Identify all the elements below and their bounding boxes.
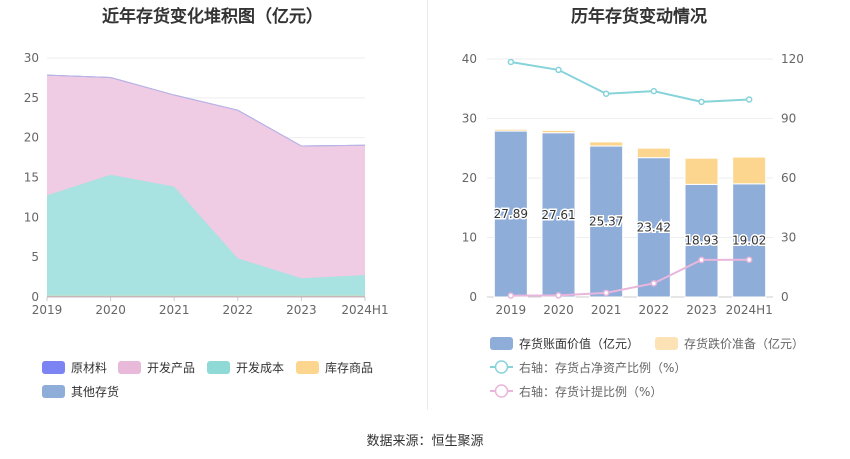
legend-swatch bbox=[207, 361, 230, 374]
y-tick-label: 25 bbox=[24, 91, 39, 105]
y-left-tick-label: 40 bbox=[462, 52, 477, 66]
inventory-bar-line-chart: 0 10 20 30 40 0 30 60 90 120 2019 2020 2021 2022 2023 2… bbox=[462, 52, 804, 399]
y-tick-label: 20 bbox=[24, 131, 39, 145]
y-tick-label: 5 bbox=[31, 250, 39, 264]
bar-impairment bbox=[684, 157, 719, 185]
bar-book-value bbox=[541, 132, 576, 298]
legend-label: 开发产品 bbox=[147, 360, 195, 375]
y-left-tick-label: 0 bbox=[469, 290, 477, 304]
line-point-0 bbox=[698, 98, 705, 106]
line-point-0 bbox=[602, 90, 610, 97]
x-tick-label: 2022 bbox=[639, 303, 670, 317]
y-right-tick-label: 60 bbox=[781, 171, 796, 185]
line-point-0 bbox=[507, 58, 515, 66]
legend-label: 库存商品 bbox=[325, 360, 373, 375]
x-tick-label: 2024H1 bbox=[726, 303, 773, 317]
bar-impairment bbox=[636, 147, 671, 159]
x-tick-label: 2023 bbox=[286, 303, 317, 317]
bar-data-label: 19.02 bbox=[732, 233, 766, 247]
bar-book-value bbox=[493, 130, 528, 298]
legend-label: 右轴：存货计提比例（%） bbox=[519, 384, 662, 399]
legend-swatch bbox=[42, 361, 65, 374]
area-top-outline bbox=[46, 74, 366, 147]
y-tick-label: 15 bbox=[24, 171, 39, 185]
x-tick-label: 2021 bbox=[159, 303, 190, 317]
line-series-1 bbox=[510, 258, 750, 297]
x-tick-label: 2022 bbox=[223, 303, 254, 317]
data-source: 数据来源：恒生聚源 bbox=[366, 434, 484, 449]
line-point-1 bbox=[507, 292, 515, 299]
bar-impairment bbox=[732, 156, 767, 185]
line-point-1 bbox=[650, 280, 658, 287]
line-point-0 bbox=[650, 87, 658, 95]
line-series-0 bbox=[510, 60, 750, 103]
line-point-1 bbox=[555, 292, 562, 299]
area-series-3 bbox=[47, 75, 365, 279]
chart-divider bbox=[427, 0, 428, 410]
line-point-1 bbox=[602, 289, 610, 297]
y-left-tick-label: 10 bbox=[462, 231, 477, 245]
area-series-2 bbox=[47, 174, 365, 296]
legend-label: 原材料 bbox=[71, 361, 107, 375]
line-point-0 bbox=[745, 96, 753, 103]
bar-book-value bbox=[684, 183, 719, 298]
y-left-tick-label: 20 bbox=[462, 171, 477, 185]
x-tick-label: 2021 bbox=[591, 303, 622, 317]
bar-data-label: 23.42 bbox=[637, 220, 671, 234]
x-tick-label: 2019 bbox=[496, 303, 527, 317]
bar-book-value bbox=[589, 145, 624, 298]
legend-swatch bbox=[296, 361, 319, 374]
y-right-tick-label: 120 bbox=[781, 52, 804, 66]
x-tick-label: 2020 bbox=[543, 303, 574, 317]
bar-book-value bbox=[732, 183, 767, 298]
bar-impairment bbox=[589, 141, 624, 147]
y-tick-label: 10 bbox=[24, 210, 39, 224]
x-tick-label: 2023 bbox=[686, 303, 717, 317]
bar-book-value bbox=[636, 157, 671, 298]
line-point-1 bbox=[698, 256, 705, 264]
x-tick-label: 2019 bbox=[32, 303, 63, 317]
line-point-1 bbox=[745, 256, 753, 263]
legend-label: 存货跌价准备（亿元） bbox=[684, 336, 804, 351]
y-left-tick-label: 30 bbox=[462, 112, 477, 126]
legend-label: 右轴：存货占净资产比例（%） bbox=[519, 360, 686, 375]
legend-marker bbox=[494, 360, 509, 374]
stacked-area-chart: 0 5 10 15 20 25 30 2019 2020 2021 2022 2023 2024H1 原材… bbox=[24, 51, 389, 399]
bar-impairment bbox=[541, 129, 576, 134]
line-point-0 bbox=[555, 66, 562, 74]
legend-label: 开发成本 bbox=[236, 360, 284, 375]
legend-swatch bbox=[655, 337, 678, 350]
left-chart-title: 近年存货变化堆积图（亿元） bbox=[102, 7, 323, 27]
x-tick-label: 2020 bbox=[95, 303, 126, 317]
bar-data-label: 18.93 bbox=[684, 234, 718, 248]
legend-swatch bbox=[42, 385, 65, 398]
x-tick-label: 2024H1 bbox=[341, 303, 388, 317]
y-right-tick-label: 0 bbox=[781, 290, 789, 304]
legend-swatch bbox=[118, 361, 141, 374]
legend-label: 其他存货 bbox=[71, 384, 119, 399]
y-right-tick-label: 30 bbox=[781, 231, 796, 245]
bar-impairment bbox=[493, 128, 528, 132]
bar-data-label: 27.89 bbox=[494, 207, 528, 221]
y-tick-label: 30 bbox=[24, 51, 39, 65]
y-right-tick-label: 90 bbox=[781, 112, 796, 126]
bar-data-label: 25.37 bbox=[589, 215, 623, 229]
legend-label: 存货账面价值（亿元） bbox=[519, 336, 639, 351]
bar-data-label: 27.61 bbox=[541, 208, 575, 222]
legend-marker bbox=[494, 384, 509, 398]
right-chart-title: 历年存货变动情况 bbox=[571, 7, 707, 27]
y-tick-label: 0 bbox=[31, 290, 39, 304]
legend-swatch bbox=[490, 337, 513, 350]
